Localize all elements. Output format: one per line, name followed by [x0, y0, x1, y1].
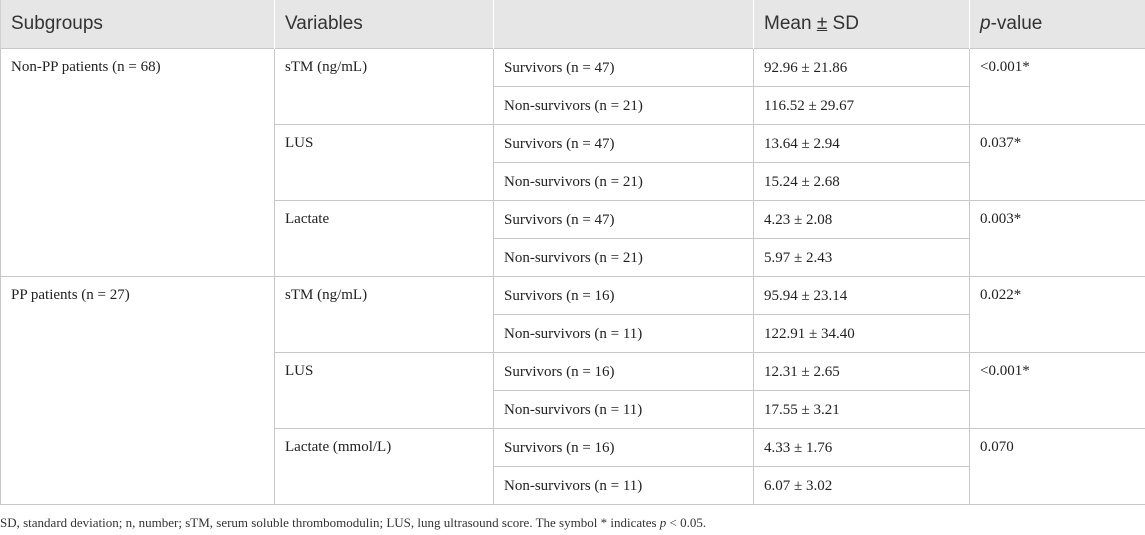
group-cell: Survivors (n = 16)	[493, 428, 754, 467]
group-cell: Survivors (n = 47)	[493, 200, 754, 239]
table-row: Non-survivors (n = 11) 6.07 ± 3.02	[1, 466, 1145, 505]
table-footnote: SD, standard deviation; n, number; sTM, …	[0, 515, 1145, 531]
mean-sd-cell: 6.07 ± 3.02	[753, 466, 970, 505]
mean-sd-cell: 5.97 ± 2.43	[753, 238, 970, 277]
group-cell: Survivors (n = 47)	[493, 48, 754, 87]
header-p-suffix: -value	[990, 13, 1043, 34]
variable-cell: Lactate (mmol/L)	[274, 428, 494, 505]
header-p-italic: p	[980, 13, 991, 34]
group-cell: Non-survivors (n = 21)	[493, 86, 754, 125]
group-cell: Survivors (n = 47)	[493, 124, 754, 163]
group-cell: Survivors (n = 16)	[493, 352, 754, 391]
subgroup-cell: PP patients (n = 27)	[0, 276, 275, 505]
mean-sd-cell: 4.23 ± 2.08	[753, 200, 970, 239]
variable-cell: sTM (ng/mL)	[274, 276, 494, 353]
mean-sd-cell: 116.52 ± 29.67	[753, 86, 970, 125]
table-row: Non-survivors (n = 21) 15.24 ± 2.68	[1, 162, 1145, 201]
variable-cell: LUS	[274, 352, 494, 429]
table-row: Non-PP patients (n = 68) sTM (ng/mL) Sur…	[0, 48, 1145, 277]
header-row: Subgroups Variables Mean ± SD p-value	[0, 0, 1145, 49]
group-cell: Non-survivors (n = 21)	[493, 162, 754, 201]
p-value-cell: 0.037*	[969, 124, 1145, 201]
mean-sd-cell: 92.96 ± 21.86	[753, 48, 970, 87]
table-row: Lactate Survivors (n = 47) 4.23 ± 2.08 0…	[1, 200, 1145, 277]
mean-sd-cell: 122.91 ± 34.40	[753, 314, 970, 353]
table-row: Lactate (mmol/L) Survivors (n = 16) 4.33…	[1, 428, 1145, 505]
group-cell: Non-survivors (n = 21)	[493, 238, 754, 277]
p-value-cell: <0.001*	[969, 48, 1145, 125]
variable-cell: Lactate	[274, 200, 494, 277]
mean-sd-cell: 17.55 ± 3.21	[753, 390, 970, 429]
group-cell: Non-survivors (n = 11)	[493, 314, 754, 353]
table-row: Non-survivors (n = 11) 17.55 ± 3.21	[1, 390, 1145, 429]
header-mean-suffix: SD	[827, 13, 859, 34]
table-row: LUS Survivors (n = 16) 12.31 ± 2.65 <0.0…	[1, 352, 1145, 429]
header-plus-minus: ±	[816, 13, 828, 34]
footnote-text-end: < 0.05.	[666, 515, 707, 530]
p-value-cell: <0.001*	[969, 352, 1145, 429]
mean-sd-cell: 12.31 ± 2.65	[753, 352, 970, 391]
footnote-p-italic: p	[659, 515, 667, 530]
mean-sd-cell: 15.24 ± 2.68	[753, 162, 970, 201]
mean-sd-cell: 4.33 ± 1.76	[753, 428, 970, 467]
group-cell: Non-survivors (n = 11)	[493, 466, 754, 505]
group-cell: Non-survivors (n = 11)	[493, 390, 754, 429]
table-row: PP patients (n = 27) sTM (ng/mL) Survivo…	[0, 276, 1145, 505]
results-table: Subgroups Variables Mean ± SD p-value No…	[0, 0, 1145, 505]
p-value-cell: 0.003*	[969, 200, 1145, 277]
table-row: Non-survivors (n = 21) 116.52 ± 29.67	[1, 86, 1145, 125]
header-mean-prefix: Mean	[764, 13, 817, 34]
header-group	[493, 0, 754, 49]
mean-sd-cell: 13.64 ± 2.94	[753, 124, 970, 163]
header-variables: Variables	[274, 0, 494, 49]
variable-cell: LUS	[274, 124, 494, 201]
p-value-cell: 0.022*	[969, 276, 1145, 353]
footnote-text: SD, standard deviation; n, number; sTM, …	[0, 515, 660, 530]
p-value-cell: 0.070	[969, 428, 1145, 505]
header-mean-sd: Mean ± SD	[753, 0, 970, 49]
header-p-value: p-value	[969, 0, 1145, 49]
table-row: Non-survivors (n = 21) 5.97 ± 2.43	[1, 238, 1145, 277]
table-row: Non-survivors (n = 11) 122.91 ± 34.40	[1, 314, 1145, 353]
variable-cell: sTM (ng/mL)	[274, 48, 494, 125]
mean-sd-cell: 95.94 ± 23.14	[753, 276, 970, 315]
header-subgroups: Subgroups	[0, 0, 275, 49]
group-cell: Survivors (n = 16)	[493, 276, 754, 315]
subgroup-cell: Non-PP patients (n = 68)	[0, 48, 275, 277]
